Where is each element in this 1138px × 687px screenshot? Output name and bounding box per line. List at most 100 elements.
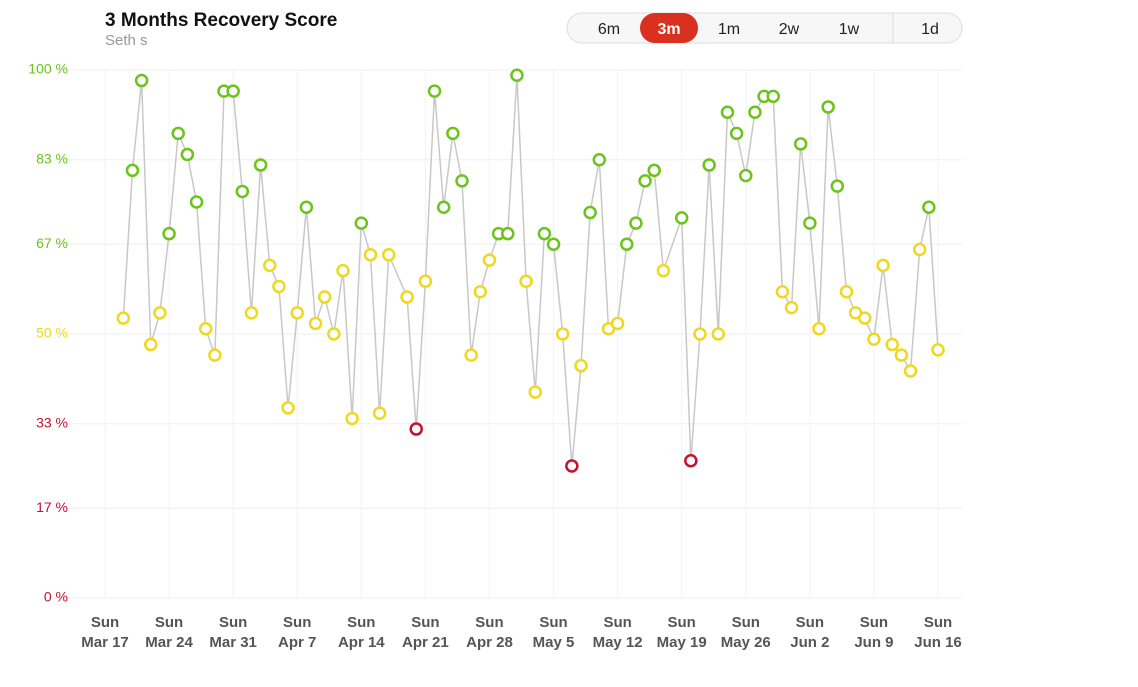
recovery-point bbox=[546, 237, 561, 251]
recovery-point bbox=[766, 89, 780, 104]
recovery-point bbox=[711, 327, 726, 341]
recovery-point bbox=[473, 285, 488, 299]
recovery-point bbox=[281, 401, 295, 415]
recovery-point bbox=[720, 105, 735, 119]
chart-subtitle: Seth s bbox=[105, 32, 148, 49]
recovery-point bbox=[903, 364, 918, 378]
x-tick-day: Sun bbox=[732, 614, 760, 631]
recovery-point bbox=[922, 200, 936, 215]
x-tick-day: Sun bbox=[539, 614, 567, 631]
x-tick-day: Sun bbox=[411, 614, 439, 631]
recovery-point bbox=[830, 179, 845, 193]
recovery-point bbox=[583, 205, 597, 220]
recovery-point bbox=[775, 285, 790, 299]
recovery-point bbox=[144, 337, 158, 352]
range-button[interactable]: 3m bbox=[657, 21, 680, 38]
x-tick-date: May 19 bbox=[657, 634, 707, 651]
recovery-point bbox=[382, 248, 396, 262]
y-tick-label: 0 % bbox=[44, 589, 68, 605]
recovery-point bbox=[464, 348, 478, 362]
x-tick-day: Sun bbox=[347, 614, 375, 631]
range-button[interactable]: 1w bbox=[839, 21, 860, 38]
x-tick-date: Mar 17 bbox=[81, 634, 129, 651]
recovery-point bbox=[299, 200, 314, 215]
y-tick-label: 83 % bbox=[36, 150, 68, 166]
x-tick-date: Apr 21 bbox=[402, 634, 449, 651]
recovery-point bbox=[812, 321, 826, 336]
recovery-point bbox=[684, 453, 698, 468]
recovery-point bbox=[171, 126, 185, 141]
recovery-point bbox=[198, 321, 213, 336]
recovery-point bbox=[629, 216, 643, 230]
recovery-point bbox=[537, 226, 552, 241]
x-tick-date: May 26 bbox=[721, 634, 771, 651]
x-tick-day: Sun bbox=[924, 614, 952, 631]
x-tick-day: Sun bbox=[475, 614, 503, 631]
x-tick-date: Jun 2 bbox=[790, 634, 829, 651]
recovery-point bbox=[620, 237, 634, 251]
x-tick-date: Apr 28 bbox=[466, 634, 513, 651]
x-tick-day: Sun bbox=[603, 614, 631, 631]
x-tick-day: Sun bbox=[283, 614, 311, 631]
recovery-point bbox=[638, 174, 652, 188]
recovery-point bbox=[272, 279, 286, 294]
recovery-point bbox=[263, 258, 277, 273]
recovery-point bbox=[436, 200, 451, 215]
recovery-point bbox=[125, 163, 140, 178]
recovery-point bbox=[693, 327, 707, 341]
y-tick-label: 100 % bbox=[28, 61, 68, 77]
recovery-point bbox=[510, 68, 524, 83]
recovery-point bbox=[519, 274, 533, 288]
recovery-point bbox=[610, 316, 625, 331]
recovery-point bbox=[134, 73, 149, 88]
recovery-point bbox=[226, 84, 240, 98]
recovery-point bbox=[290, 306, 304, 320]
y-tick-label: 33 % bbox=[36, 414, 68, 430]
x-tick-day: Sun bbox=[860, 614, 888, 631]
range-button[interactable]: 1d bbox=[921, 21, 939, 38]
recovery-point bbox=[482, 253, 497, 267]
range-toggle bbox=[566, 12, 963, 44]
recovery-point bbox=[336, 263, 350, 278]
recovery-line bbox=[122, 75, 939, 467]
y-tick-label: 50 % bbox=[36, 325, 68, 341]
x-tick-day: Sun bbox=[796, 614, 824, 631]
recovery-point bbox=[354, 216, 369, 230]
recovery-point bbox=[702, 158, 716, 172]
recovery-point bbox=[858, 311, 872, 325]
recovery-point bbox=[656, 263, 671, 278]
x-tick-day: Sun bbox=[155, 614, 183, 631]
recovery-point bbox=[748, 105, 762, 119]
chart-title: 3 Months Recovery Score bbox=[105, 10, 337, 31]
x-tick-date: May 5 bbox=[533, 634, 575, 651]
range-button[interactable]: 1m bbox=[718, 21, 740, 38]
recovery-point bbox=[180, 147, 195, 162]
recovery-point bbox=[674, 211, 689, 225]
recovery-point bbox=[793, 137, 808, 151]
x-tick-date: Apr 7 bbox=[278, 634, 316, 651]
range-button[interactable]: 6m bbox=[598, 21, 620, 38]
range-button-active[interactable] bbox=[640, 13, 698, 43]
recovery-point bbox=[116, 311, 131, 325]
recovery-point bbox=[592, 153, 607, 167]
recovery-point bbox=[501, 226, 515, 241]
x-tick-date: May 12 bbox=[593, 634, 643, 651]
recovery-point bbox=[867, 332, 881, 347]
x-tick-date: Jun 9 bbox=[854, 634, 893, 651]
x-tick-day: Sun bbox=[668, 614, 696, 631]
x-tick-date: Apr 14 bbox=[338, 634, 385, 651]
recovery-point bbox=[839, 285, 854, 299]
recovery-point bbox=[876, 258, 890, 273]
recovery-point bbox=[372, 406, 387, 420]
recovery-point bbox=[427, 84, 442, 98]
recovery-point bbox=[253, 158, 268, 172]
recovery-point bbox=[803, 216, 817, 230]
recovery-point bbox=[153, 306, 167, 320]
recovery-point bbox=[409, 422, 423, 436]
range-button[interactable]: 2w bbox=[779, 21, 800, 38]
recovery-point bbox=[574, 358, 588, 373]
x-tick-date: Mar 24 bbox=[145, 634, 193, 651]
recovery-point bbox=[931, 343, 945, 357]
